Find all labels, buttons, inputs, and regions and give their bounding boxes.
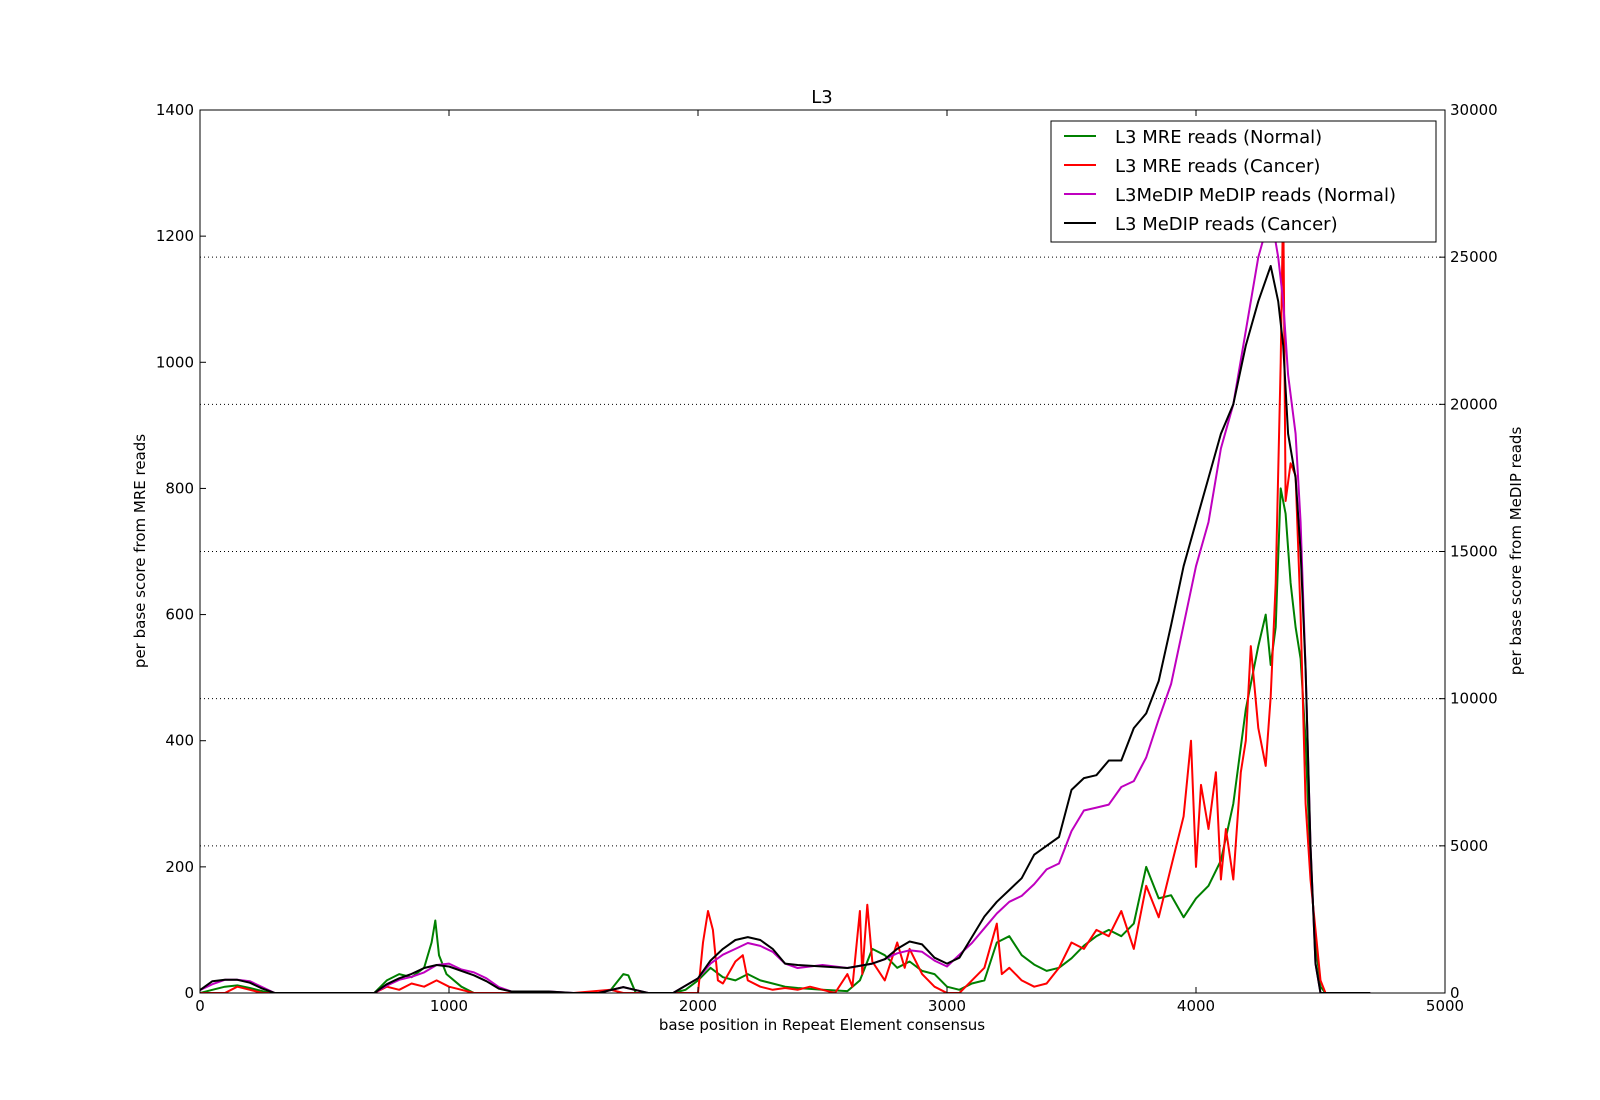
y-right-tick-label: 25000 [1450, 248, 1498, 266]
x-tick-label: 0 [195, 997, 205, 1015]
chart-title: L3 [811, 87, 832, 108]
x-axis-title: base position in Repeat Element consensu… [659, 1016, 985, 1034]
y-right-tick-label: 30000 [1450, 101, 1498, 119]
y-left-tick-label: 200 [165, 858, 194, 876]
legend-label-mre-normal: L3 MRE reads (Normal) [1115, 127, 1322, 148]
x-tick-label: 3000 [928, 997, 966, 1015]
y-right-tick-label: 10000 [1450, 690, 1498, 708]
series-line-mre-cancer [200, 197, 1346, 993]
series-line-medip-cancer [200, 265, 1371, 993]
y-right-tick-label: 0 [1450, 984, 1460, 1002]
series-line-medip-normal [200, 212, 1371, 993]
axis-ticks: 0 1000 2000 3000 4000 50000200400600800100012… [156, 101, 1498, 1015]
y-left-tick-label: 1000 [156, 353, 194, 371]
legend: L3 MRE reads (Normal) L3 MRE reads (Canc… [1050, 120, 1437, 243]
legend-label-mre-cancer: L3 MRE reads (Cancer) [1115, 156, 1320, 177]
y-right-tick-label: 5000 [1450, 837, 1488, 855]
y-right-tick-label: 15000 [1450, 543, 1498, 561]
y-left-tick-label: 1200 [156, 227, 194, 245]
series-lines [200, 197, 1371, 993]
y-left-tick-label: 600 [165, 606, 194, 624]
y-left-tick-label: 0 [184, 984, 194, 1002]
y-right-tick-label: 20000 [1450, 395, 1498, 413]
legend-label-medip-cancer: L3 MeDIP reads (Cancer) [1115, 214, 1338, 235]
legend-box [1050, 120, 1437, 243]
y-left-tick-label: 1400 [156, 101, 194, 119]
x-tick-label: 2000 [679, 997, 717, 1015]
y-left-tick-label: 800 [165, 479, 194, 497]
x-tick-label: 4000 [1177, 997, 1215, 1015]
y-left-axis-title: per base score from MRE reads [131, 434, 149, 668]
y-right-axis-title: per base score from MeDIP reads [1507, 427, 1525, 676]
x-tick-label: 5000 [1426, 997, 1464, 1015]
legend-label-medip-normal: L3MeDIP MeDIP reads (Normal) [1115, 185, 1396, 206]
y-left-tick-label: 400 [165, 732, 194, 750]
x-tick-label: 1000 [430, 997, 468, 1015]
